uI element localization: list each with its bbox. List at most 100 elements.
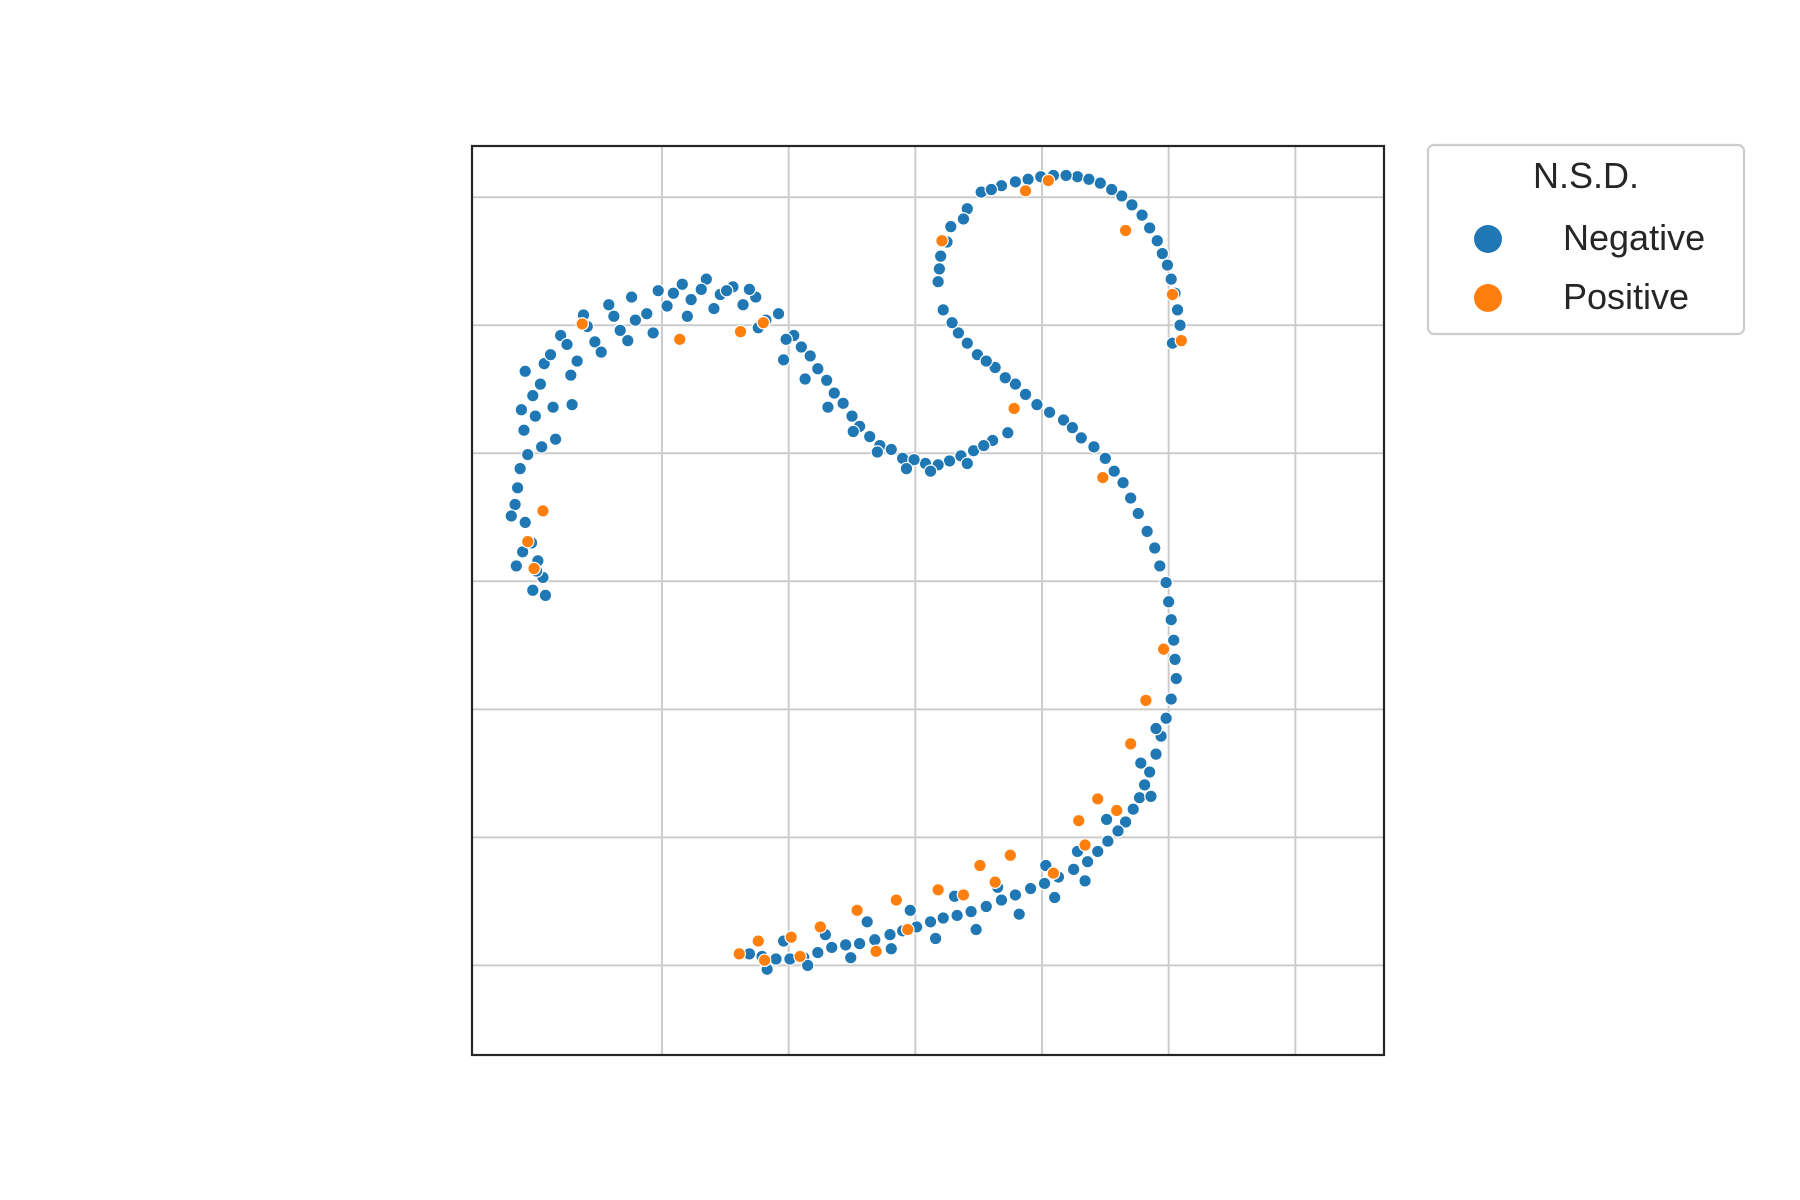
- negative-point: [800, 958, 815, 973]
- negative-point: [862, 429, 877, 444]
- negative-point: [1155, 246, 1170, 261]
- negative-point: [1066, 862, 1081, 877]
- positive-point: [869, 944, 883, 959]
- negative-point: [932, 262, 947, 276]
- negative-point: [1164, 272, 1178, 286]
- negative-point: [1074, 431, 1089, 445]
- negative-point: [508, 497, 522, 512]
- negative-point: [860, 915, 874, 929]
- positive-point: [1156, 642, 1171, 656]
- negative-point: [819, 373, 834, 388]
- negative-point: [601, 297, 616, 312]
- negative-point: [1116, 475, 1130, 490]
- negative-point: [1065, 420, 1080, 435]
- negative-point: [1164, 612, 1178, 627]
- negative-point: [1080, 854, 1095, 869]
- negative-point: [771, 306, 786, 321]
- negative-point: [899, 461, 914, 476]
- negative-point: [651, 283, 665, 298]
- negative-point: [883, 927, 897, 942]
- negative-point: [810, 945, 825, 960]
- negative-point: [518, 364, 532, 379]
- positive-point: [520, 534, 535, 549]
- negative-point: [1159, 711, 1173, 726]
- negative-point: [979, 899, 994, 914]
- negative-point: [803, 349, 817, 363]
- negative-point: [1021, 172, 1035, 187]
- negative-point: [769, 952, 783, 966]
- positive-point: [1071, 813, 1086, 828]
- negative-point: [504, 509, 519, 523]
- negative-point: [736, 297, 750, 312]
- negative-point: [1150, 233, 1165, 248]
- negative-point: [923, 464, 938, 478]
- legend-marker-negative: [1474, 225, 1502, 253]
- negative-point: [1008, 888, 1023, 902]
- negative-point: [514, 402, 529, 417]
- negative-point: [1142, 765, 1157, 779]
- positive-point: [756, 315, 771, 330]
- negative-point: [794, 340, 809, 354]
- negative-point: [1149, 747, 1163, 761]
- negative-point: [1090, 844, 1105, 859]
- negative-point: [694, 282, 709, 297]
- positive-point: [1123, 737, 1138, 751]
- negative-point: [1101, 834, 1115, 848]
- negative-point: [546, 400, 560, 414]
- negative-point: [1173, 318, 1187, 333]
- negative-point: [994, 893, 1009, 907]
- legend: N.S.D. Negative Positive: [1426, 143, 1746, 336]
- negative-point: [1142, 221, 1157, 235]
- positive-point: [1109, 803, 1124, 818]
- negative-point: [510, 481, 525, 495]
- positive-point: [988, 875, 1002, 889]
- negative-point: [870, 445, 885, 459]
- negative-point: [1160, 258, 1175, 272]
- negative-point: [943, 219, 958, 234]
- negative-point: [998, 370, 1013, 385]
- negative-point: [513, 461, 527, 476]
- negative-point: [1099, 812, 1114, 827]
- negative-point: [1168, 652, 1182, 667]
- negative-point: [520, 447, 535, 462]
- negative-point: [1149, 721, 1163, 736]
- negative-point: [964, 904, 978, 919]
- negative-point: [1118, 815, 1133, 829]
- negative-point: [563, 368, 578, 382]
- negative-point: [951, 326, 966, 340]
- negative-point: [525, 388, 540, 403]
- negative-point: [1107, 464, 1121, 478]
- positive-point: [536, 504, 550, 518]
- negative-point: [742, 282, 757, 297]
- negative-point: [821, 400, 835, 414]
- positive-point: [813, 920, 828, 934]
- negative-point: [824, 940, 839, 955]
- legend-label-positive: Positive: [1563, 276, 1689, 317]
- negative-point: [1023, 881, 1038, 896]
- negative-point: [779, 332, 793, 347]
- negative-point: [518, 515, 532, 530]
- positive-point: [1174, 333, 1189, 348]
- negative-point: [613, 323, 627, 338]
- positive-point: [1139, 693, 1153, 708]
- positive-point: [527, 561, 541, 576]
- negative-point: [1115, 189, 1129, 203]
- negative-point: [867, 932, 882, 947]
- negative-point: [639, 306, 654, 321]
- negative-point: [928, 931, 943, 946]
- negative-point: [660, 299, 674, 313]
- negative-point: [1078, 874, 1092, 888]
- positive-point: [956, 888, 971, 902]
- negative-point: [1087, 440, 1101, 454]
- positive-point: [1003, 848, 1018, 863]
- positive-point: [850, 903, 864, 918]
- negative-point: [543, 347, 558, 362]
- positive-point: [973, 858, 987, 873]
- negative-point: [1098, 451, 1113, 466]
- negative-point: [979, 354, 994, 368]
- positive-point: [1078, 838, 1092, 852]
- positive-point: [1165, 287, 1180, 302]
- negative-point: [884, 941, 899, 956]
- negative-point: [666, 286, 681, 301]
